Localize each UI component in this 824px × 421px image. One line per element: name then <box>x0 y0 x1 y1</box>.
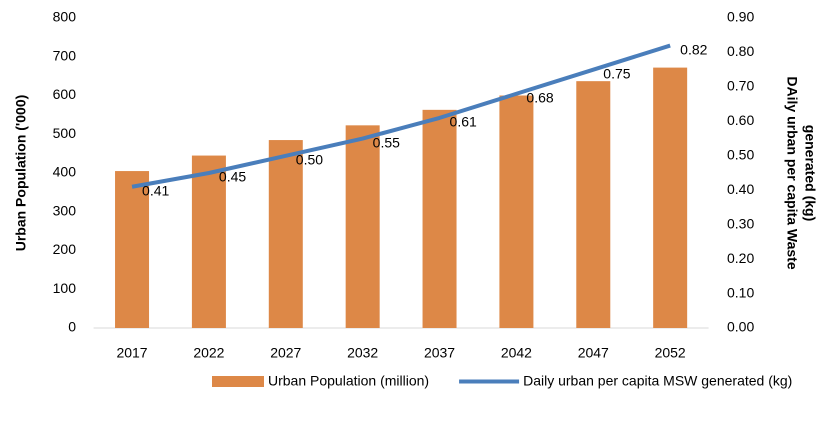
y2-tick-label: 0.60 <box>727 112 754 128</box>
data-label: 0.61 <box>450 114 477 130</box>
x-tick-label: 2047 <box>578 345 609 361</box>
bar <box>499 95 534 328</box>
data-label: 0.75 <box>603 65 630 81</box>
y2-tick-label: 0.70 <box>727 78 754 94</box>
y-tick-label: 700 <box>53 47 77 63</box>
y-tick-label: 500 <box>53 125 77 141</box>
y2-tick-label: 0.90 <box>727 9 754 25</box>
bar <box>576 81 611 328</box>
y2-tick-label: 0.40 <box>727 181 754 197</box>
x-tick-label: 2032 <box>347 345 378 361</box>
bar <box>191 155 226 328</box>
x-tick-label: 2042 <box>501 345 532 361</box>
bar <box>653 67 688 328</box>
y-tick-label: 0 <box>68 319 76 335</box>
y-tick-label: 100 <box>53 280 77 296</box>
data-label: 0.82 <box>680 41 707 57</box>
data-label: 0.50 <box>296 151 323 167</box>
x-tick-label: 2027 <box>270 345 301 361</box>
y2-tick-label: 0.10 <box>727 284 754 300</box>
data-label: 0.41 <box>142 182 169 198</box>
x-tick-label: 2037 <box>424 345 455 361</box>
line <box>131 43 671 189</box>
y-tick-label: 400 <box>53 164 77 180</box>
bar <box>268 140 303 328</box>
y2-axis-label: generated (kg) <box>802 125 818 221</box>
y2-tick-label: 0.20 <box>727 250 754 266</box>
y-axis-label: Urban Population ('000) <box>13 95 29 252</box>
x-tick-label: 2052 <box>655 345 686 361</box>
data-label: 0.45 <box>219 169 246 185</box>
legend-swatch <box>212 376 264 387</box>
bar <box>115 171 150 328</box>
y2-axis-label: DAily urban per capita Waste <box>784 76 800 269</box>
y-tick-label: 800 <box>53 9 77 25</box>
y2-tick-label: 0.00 <box>727 319 754 335</box>
legend-label: Urban Population (million) <box>268 373 429 389</box>
y-tick-label: 200 <box>53 241 77 257</box>
x-tick-label: 2022 <box>193 345 224 361</box>
x-tick-label: 2017 <box>116 345 147 361</box>
y-tick-label: 300 <box>53 202 77 218</box>
bar <box>422 109 457 329</box>
y2-tick-label: 0.50 <box>727 146 754 162</box>
data-label: 0.68 <box>526 89 553 105</box>
data-label: 0.55 <box>373 134 400 150</box>
y2-tick-label: 0.30 <box>727 215 754 231</box>
bar <box>345 125 380 329</box>
y-tick-label: 600 <box>53 86 77 102</box>
legend-label: Daily urban per capita MSW generated (kg… <box>523 373 792 389</box>
y2-tick-label: 0.80 <box>727 43 754 59</box>
